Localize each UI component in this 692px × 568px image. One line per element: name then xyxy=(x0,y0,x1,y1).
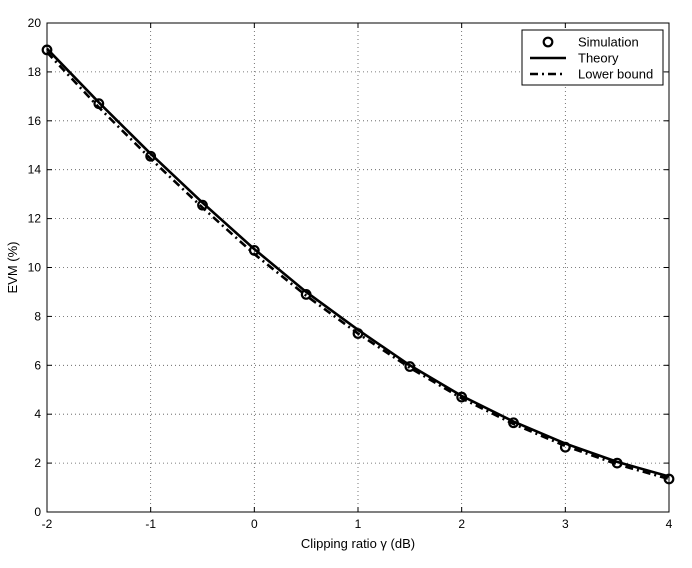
simulation-marker xyxy=(352,328,364,339)
y-tick-label: 12 xyxy=(28,212,42,226)
y-axis-label: EVM (%) xyxy=(5,242,20,294)
x-tick-label: -1 xyxy=(145,517,156,531)
y-tick-label: 14 xyxy=(28,163,42,177)
x-tick-label: 2 xyxy=(458,517,465,531)
legend-entry-label: Theory xyxy=(578,51,619,66)
series-layer xyxy=(41,44,675,485)
simulation-marker xyxy=(456,391,468,403)
x-tick-label: 0 xyxy=(251,517,258,531)
y-tick-label: 8 xyxy=(34,309,41,323)
simulation-marker xyxy=(300,288,312,300)
y-tick-label: 10 xyxy=(28,261,42,275)
x-tick-label: 3 xyxy=(562,517,569,531)
simulation-marker xyxy=(93,98,105,110)
simulation-marker xyxy=(248,244,260,256)
lower-bound-line xyxy=(46,51,670,481)
simulation-marker xyxy=(559,441,571,453)
x-axis-label: Clipping ratio γ (dB) xyxy=(301,536,415,551)
simulation-marker xyxy=(611,457,623,469)
simulation-marker xyxy=(404,361,416,372)
legend-simulation-marker xyxy=(542,36,554,48)
simulation-marker xyxy=(508,417,519,429)
y-tick-label: 18 xyxy=(28,65,42,79)
legend-entry-label: Lower bound xyxy=(578,67,653,82)
x-tick-label: 4 xyxy=(666,517,673,531)
legend-entry-label: Simulation xyxy=(578,35,639,50)
theory-line xyxy=(46,47,670,478)
y-tick-label: 0 xyxy=(34,505,41,519)
y-tick-label: 2 xyxy=(34,456,41,470)
simulation-marker xyxy=(197,199,208,211)
x-tick-label: -2 xyxy=(42,517,53,531)
grid-lines xyxy=(47,23,669,512)
y-tick-label: 16 xyxy=(28,114,42,128)
y-tick-label: 4 xyxy=(34,407,41,421)
x-tick-label: 1 xyxy=(355,517,362,531)
y-tick-label: 6 xyxy=(34,358,41,372)
simulation-marker xyxy=(145,150,157,162)
y-tick-label: 20 xyxy=(28,16,42,30)
